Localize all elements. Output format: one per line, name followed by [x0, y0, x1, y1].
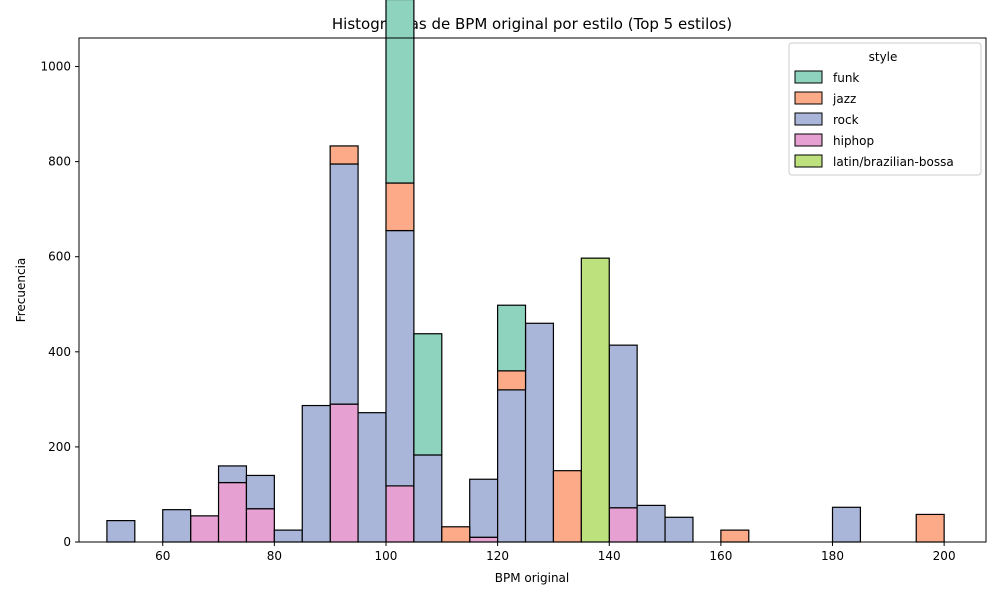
chart-title: Histogramas de BPM original por estilo (…: [332, 15, 732, 33]
x-tick-label: 80: [267, 549, 282, 563]
bars-group: [106, 0, 945, 543]
bar-latin-brazilian-bossa-135: [580, 257, 610, 543]
bar-rock-50: [106, 520, 136, 543]
legend-label: hiphop: [833, 134, 874, 148]
bar-rock-105: [413, 454, 443, 543]
bar-hiphop-115: [469, 536, 499, 543]
legend-items: funk jazz rock hiphop latin/brazilian-bossa: [794, 70, 954, 169]
bar-jazz-120: [497, 370, 527, 391]
bar-rock-145: [636, 504, 666, 543]
bar-rock-75: [245, 474, 275, 510]
y-axis-label: Frecuencia: [14, 258, 28, 323]
bar-jazz-160: [720, 529, 750, 543]
x-axis-label: BPM original: [495, 571, 570, 585]
bar-jazz-195: [915, 513, 945, 543]
x-tick-label: 140: [598, 549, 621, 563]
bar-rock-95: [357, 412, 387, 543]
bar-hiphop-140: [608, 507, 638, 543]
bar-rock-120: [497, 389, 527, 543]
bar-rock-100: [385, 229, 415, 487]
bar-hiphop-90: [329, 403, 359, 543]
y-tick-label: 600: [48, 250, 71, 264]
bar-rock-125: [524, 322, 555, 543]
bar-jazz-110: [441, 526, 471, 543]
legend-frame: [788, 42, 982, 176]
bar-jazz-130: [552, 470, 582, 543]
y-tick-label: 0: [63, 535, 71, 549]
y-tick-label: 1000: [40, 60, 71, 74]
bar-hiphop-65: [190, 515, 220, 543]
bar-rock-70: [217, 465, 248, 484]
legend-swatch: [794, 70, 823, 84]
bar-funk-100: [385, 0, 415, 184]
bar-rock-150: [664, 516, 694, 543]
legend-swatch: [794, 154, 823, 168]
bar-jazz-90: [329, 145, 359, 165]
legend-label: jazz: [832, 92, 856, 106]
bar-hiphop-75: [245, 508, 275, 543]
x-tick-label: 120: [486, 549, 509, 563]
legend: style funk jazz rock hiphop latin/brazilian-…: [788, 42, 982, 176]
bar-funk-120: [497, 304, 527, 372]
bar-rock-90: [329, 163, 359, 405]
legend-label: rock: [833, 113, 859, 127]
bar-funk-105: [413, 333, 443, 456]
x-tick-label: 180: [821, 549, 844, 563]
x-tick-label: 200: [933, 549, 956, 563]
y-tick-label: 400: [48, 345, 71, 359]
bar-rock-180: [831, 506, 862, 543]
y-tick-label: 200: [48, 440, 71, 454]
legend-label: funk: [833, 71, 859, 85]
legend-swatch: [794, 91, 823, 105]
legend-label: latin/brazilian-bossa: [833, 155, 954, 169]
x-tick-label: 160: [709, 549, 732, 563]
bar-hiphop-70: [217, 481, 248, 543]
legend-swatch: [794, 112, 823, 126]
bar-rock-85: [301, 404, 331, 543]
bar-rock-60: [162, 509, 192, 543]
bar-rock-80: [273, 529, 303, 543]
bar-jazz-100: [385, 182, 415, 232]
bar-rock-140: [608, 344, 638, 509]
bar-hiphop-100: [385, 485, 415, 543]
x-tick-label: 60: [155, 549, 170, 563]
axes-group: 60 80 100 120 140 160 180 200 0 200 400 600 800 1000: [40, 37, 987, 563]
legend-swatch: [794, 133, 823, 147]
legend-title: style: [869, 50, 898, 64]
x-tick-label: 100: [375, 549, 398, 563]
bar-rock-115: [469, 478, 499, 538]
y-tick-label: 800: [48, 155, 71, 169]
plot-frame: [78, 37, 987, 543]
